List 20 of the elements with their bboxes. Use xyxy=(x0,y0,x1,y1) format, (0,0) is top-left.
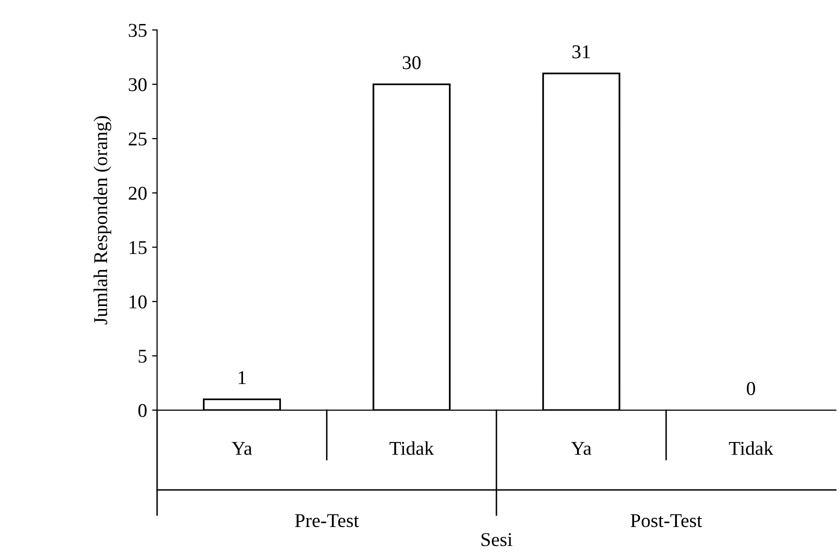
text: Pre-Test xyxy=(295,514,359,528)
y-tick-label: 25 xyxy=(128,132,147,146)
data-label: 30 xyxy=(402,56,421,70)
x-tick-label: Ya xyxy=(232,442,252,455)
y-tick-label: 10 xyxy=(130,295,147,308)
y-tick-label: 30 xyxy=(128,78,147,92)
y-tick-label: 35 xyxy=(128,24,147,37)
y-tick-label: 20 xyxy=(128,186,147,200)
y-axis-title: Jumlah Responden (orang) xyxy=(94,116,112,324)
data-label: 0 xyxy=(746,382,756,396)
text: Post-Test xyxy=(630,514,702,528)
data-label: 1 xyxy=(238,371,246,384)
x-tick-label: Tidak xyxy=(728,441,774,455)
y-tick-label: 15 xyxy=(130,241,147,254)
x-axis-title: Sesi xyxy=(482,533,512,546)
x-tick-label: Ya xyxy=(571,442,592,455)
y-tick-label: 5 xyxy=(138,350,147,363)
data-label: 31 xyxy=(572,45,590,58)
y-tick-label: 0 xyxy=(138,404,147,418)
x-tick-label: Tidak xyxy=(390,441,434,455)
